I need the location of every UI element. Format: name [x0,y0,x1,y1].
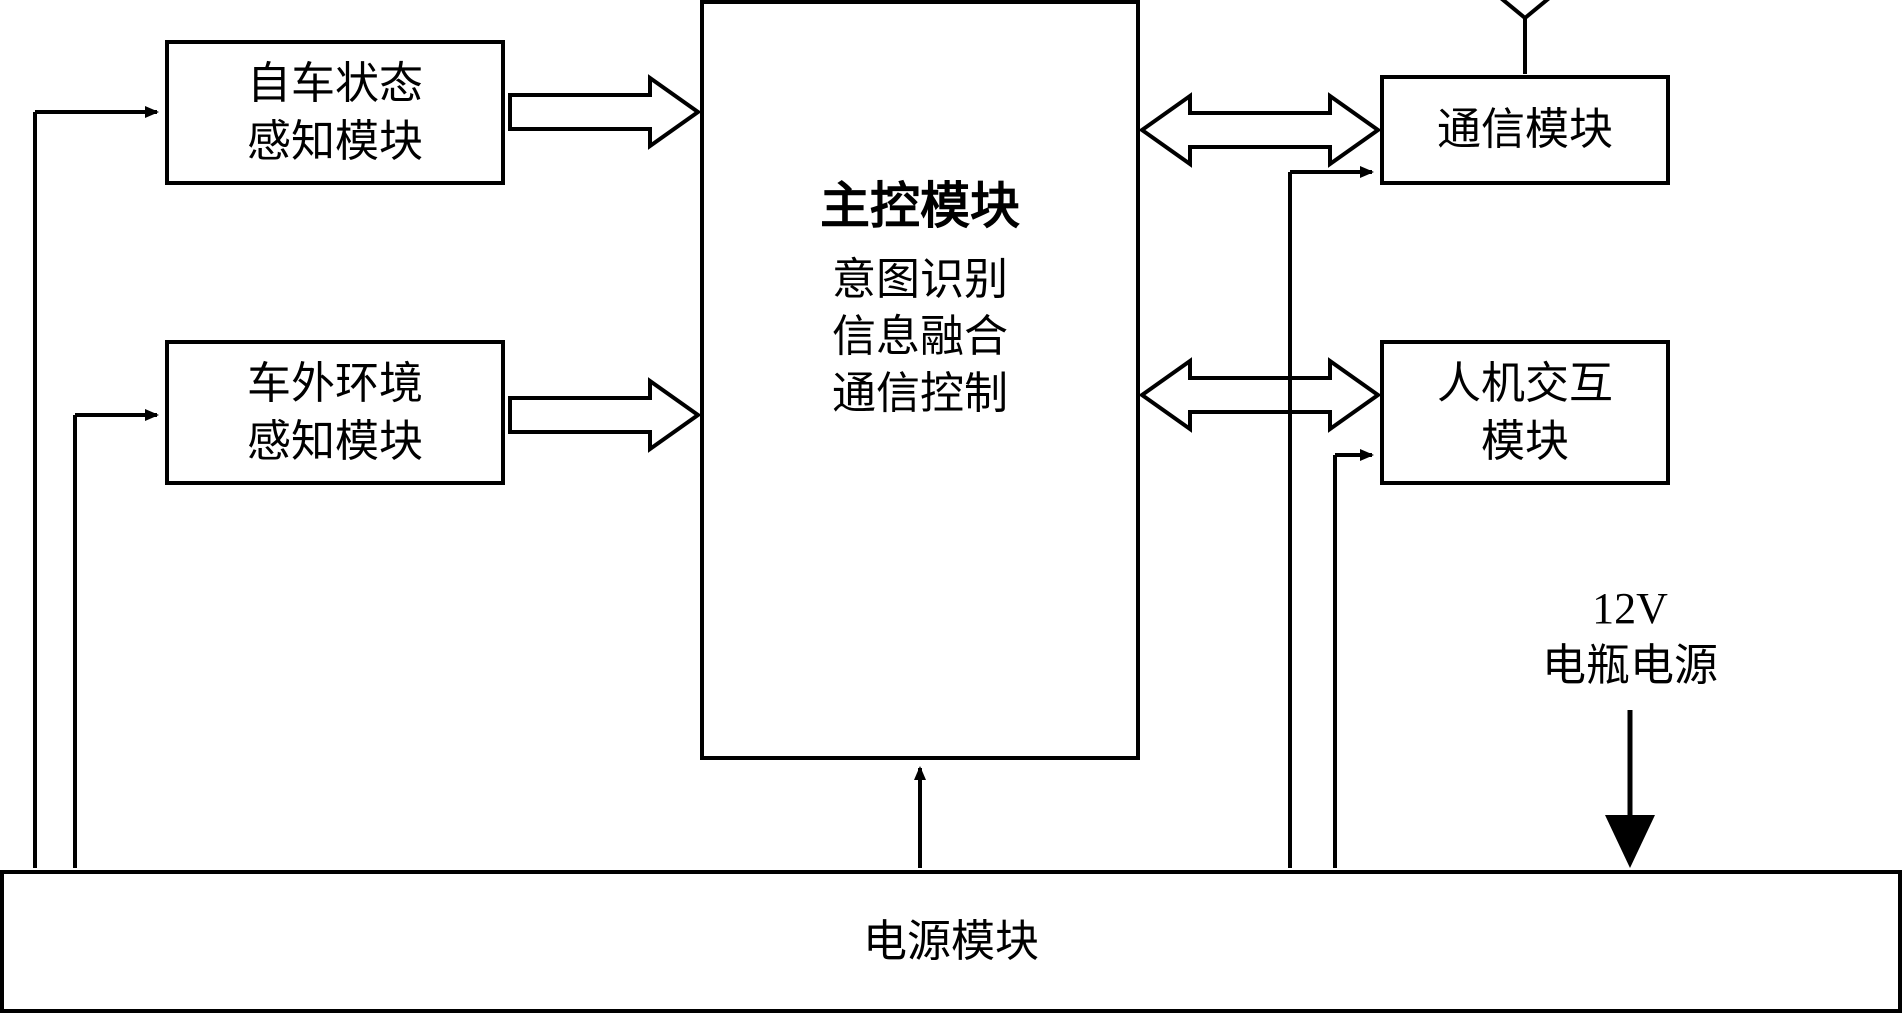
env-sensing-module-box: 车外环境 感知模块 [165,340,505,485]
arrow-battery-to-power-icon [1605,710,1655,868]
line-power-to-hmi [1335,455,1372,868]
env-sensing-label-1: 车外环境 [247,355,423,412]
line-power-to-comm [1290,172,1372,868]
arrow-main-hmi-bidir-icon [1142,361,1378,429]
battery-label-2: 电瓶电源 [1520,637,1740,694]
battery-label-1: 12V [1520,580,1740,637]
power-module-box: 电源模块 [0,870,1902,1013]
arrow-vehicle-to-main-icon [510,78,698,146]
hmi-module-box: 人机交互 模块 [1380,340,1670,485]
vehicle-state-label-1: 自车状态 [247,55,423,112]
battery-label: 12V 电瓶电源 [1520,580,1740,694]
hmi-label-1: 人机交互 [1437,355,1613,412]
arrow-main-comm-bidir-icon [1142,96,1378,164]
main-control-title: 主控模块 [820,174,1020,239]
comm-label: 通信模块 [1437,101,1613,158]
main-control-line-2: 信息融合 [832,308,1008,365]
antenna-icon [1485,0,1565,74]
main-control-module-box: 主控模块 意图识别 信息融合 通信控制 [700,0,1140,760]
env-sensing-label-2: 感知模块 [247,413,423,470]
line-power-to-vehicle [35,112,157,868]
hmi-label-2: 模块 [1481,413,1569,470]
arrow-env-to-main-icon [510,381,698,449]
power-label: 电源模块 [863,913,1039,970]
comm-module-box: 通信模块 [1380,75,1670,185]
vehicle-state-label-2: 感知模块 [247,113,423,170]
main-control-line-1: 意图识别 [832,251,1008,308]
vehicle-state-module-box: 自车状态 感知模块 [165,40,505,185]
main-control-line-3: 通信控制 [832,365,1008,422]
line-power-to-env [75,415,157,868]
system-diagram: 自车状态 感知模块 车外环境 感知模块 主控模块 意图识别 信息融合 通信控制 … [0,0,1902,1013]
